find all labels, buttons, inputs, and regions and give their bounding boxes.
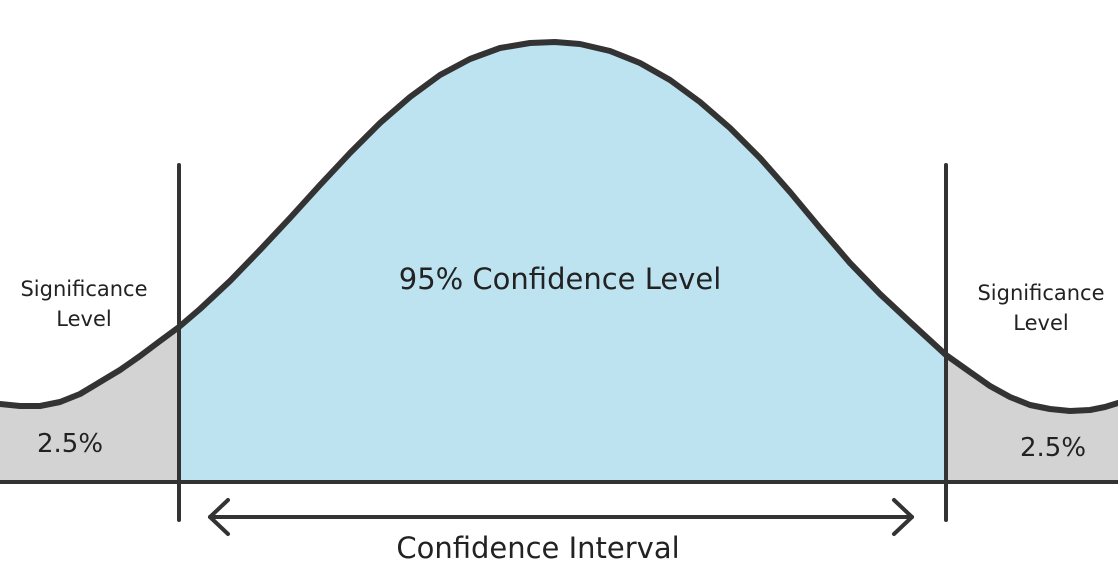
interval-arrow-left-head	[208, 498, 230, 536]
confidence-region	[179, 42, 946, 482]
confidence-level-label: 95% Confidence Level	[399, 262, 722, 296]
distribution-curve	[0, 39, 1118, 414]
confidence-interval-label: Confidence Interval	[396, 531, 679, 565]
left-significance-label-line2: Level	[56, 307, 111, 331]
left-significance-label-line1: Significance	[20, 277, 147, 301]
interval-arrow-right-head	[892, 498, 914, 536]
left-tail-percent-label: 2.5%	[37, 429, 103, 459]
left-tail-region	[0, 327, 179, 482]
right-tail-percent-label: 2.5%	[1020, 433, 1086, 463]
interval-arrow	[208, 498, 914, 536]
right-significance-label-line2: Level	[1013, 311, 1068, 335]
right-significance-label-line1: Significance	[977, 281, 1104, 305]
